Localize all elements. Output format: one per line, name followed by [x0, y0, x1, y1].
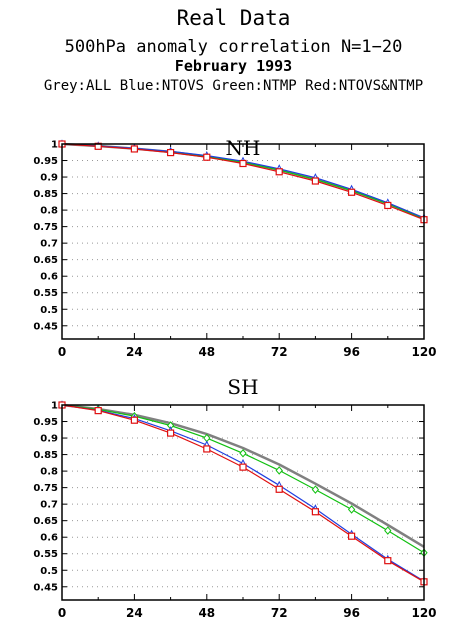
- nh-point-ntovs-ntmp: [203, 153, 211, 161]
- sh-series-all: [61, 403, 425, 548]
- sh-series-ntmp: [61, 404, 425, 554]
- color-legend-text: Grey:ALL Blue:NTOVS Green:NTMP Red:NTOVS…: [43, 78, 424, 94]
- nh-point-ntovs-ntmp: [348, 188, 356, 196]
- sh-ytick-label: 0.95: [33, 417, 58, 428]
- nh-ytick-label: 0.9: [40, 173, 58, 184]
- nh-series-ntovs: [61, 143, 425, 219]
- sh-point-ntovs-ntmp: [275, 485, 283, 493]
- sh-xtick-label: 0: [58, 606, 66, 620]
- sh-plot-frame: [61, 404, 425, 601]
- nh-series-ntmp: [61, 143, 425, 220]
- nh-ytick-label: 0.6: [40, 272, 58, 283]
- sh-series-ntovs: [61, 404, 425, 582]
- nh-point-ntovs-ntmp: [130, 145, 138, 153]
- sh-xtick-label: 96: [343, 606, 360, 620]
- nh-xtick-label: 48: [198, 345, 215, 359]
- sh-point-ntmp: [347, 505, 356, 514]
- nh-point-ntovs-ntmp: [167, 148, 175, 157]
- nh-panel: 1 0.95 0.9 0.85 0.8 0.75 0.7 0.65 0.6 0.55 0.5 0.45…: [33, 139, 437, 359]
- nh-series-all: [61, 142, 425, 220]
- nh-ytick-label: 1: [51, 140, 58, 151]
- sh-xtick-label: 24: [126, 606, 143, 620]
- sh-ytick-label: 0.7: [40, 500, 58, 511]
- sh-panel-title: SH: [227, 375, 259, 399]
- sh-point-ntovs-ntmp: [203, 445, 211, 453]
- sh-ytick-label: 0.85: [33, 450, 58, 461]
- chart-title: Real Data: [176, 6, 291, 30]
- nh-plot-frame: [61, 143, 425, 340]
- nh-ytick-label: 0.65: [33, 255, 58, 266]
- sh-ytick-label: 1: [51, 401, 58, 412]
- sh-ytick-label: 0.6: [40, 533, 58, 544]
- nh-xtick-label: 0: [58, 345, 66, 359]
- sh-ytick-label: 0.55: [33, 549, 58, 560]
- nh-ytick-label: 0.5: [40, 305, 58, 316]
- nh-ytick-label: 0.75: [33, 222, 58, 233]
- nh-point-ntovs-ntmp: [239, 159, 247, 168]
- sh-ytick-label: 0.5: [40, 566, 58, 577]
- sh-ytick-label: 0.8: [40, 467, 58, 478]
- sh-point-ntovs-ntmp: [167, 429, 175, 437]
- sh-point-ntovs-ntmp: [130, 416, 138, 424]
- sh-point-ntmp: [239, 448, 247, 458]
- sh-xtick-label: 48: [198, 606, 215, 620]
- nh-ytick-label: 0.55: [33, 288, 58, 299]
- nh-series-ntovs-ntmp: [61, 143, 425, 221]
- sh-point-ntovs-ntmp: [239, 463, 247, 471]
- sh-xtick-label: 72: [271, 606, 288, 620]
- sh-ytick-label: 0.75: [33, 483, 58, 494]
- nh-point-ntovs-ntmp: [384, 201, 392, 210]
- nh-panel-title: NH: [225, 136, 261, 160]
- sh-ytick-label: 0.65: [33, 516, 58, 527]
- sh-point-ntmp: [384, 526, 392, 535]
- chart-date: February 1993: [174, 57, 293, 75]
- nh-ytick-label: 0.8: [40, 206, 58, 217]
- sh-point-ntovs-ntmp: [384, 557, 392, 565]
- nh-point-ntovs-ntmp: [311, 177, 319, 185]
- chart-subtitle: 500hPa anomaly correlation N=1−20: [64, 37, 403, 57]
- nh-ytick-label: 0.85: [33, 189, 58, 200]
- sh-point-ntmp: [311, 485, 320, 494]
- sh-ytick-label: 0.45: [33, 582, 58, 593]
- nh-point-ntovs-ntmp: [275, 168, 283, 176]
- sh-point-ntovs-ntmp: [311, 508, 319, 516]
- sh-point-ntovs-ntmp: [94, 407, 102, 415]
- nh-ytick-label: 0.45: [33, 321, 58, 332]
- sh-point-ntovs-ntmp: [348, 532, 356, 540]
- sh-point-ntmp: [275, 466, 283, 475]
- sh-xtick-label: 120: [411, 606, 436, 620]
- nh-ytick-label: 0.95: [33, 156, 58, 167]
- nh-ytick-label: 0.7: [40, 239, 58, 250]
- sh-series-ntovs-ntmp: [61, 404, 425, 583]
- sh-panel: 1 0.95 0.9 0.85 0.8 0.75 0.7 0.65 0.6 0.55 0.5 0.45…: [33, 400, 437, 620]
- nh-xtick-label: 120: [411, 345, 436, 359]
- nh-xtick-label: 96: [343, 345, 360, 359]
- nh-xtick-label: 24: [126, 345, 143, 359]
- nh-xtick-label: 72: [271, 345, 288, 359]
- sh-ytick-label: 0.9: [40, 434, 58, 445]
